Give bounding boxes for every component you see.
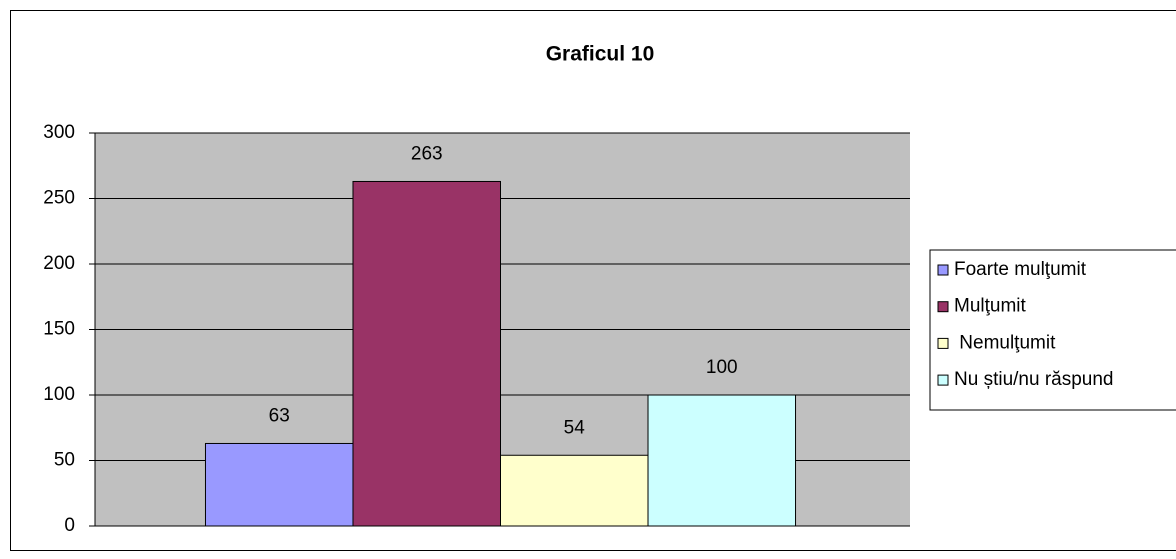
legend-label: Nu știu/nu răspund xyxy=(954,369,1114,390)
data-label: 54 xyxy=(564,417,586,438)
bar xyxy=(500,454,649,527)
legend-swatch xyxy=(937,301,949,313)
legend-swatch xyxy=(937,337,949,349)
data-label: 263 xyxy=(411,143,443,164)
legend-label: Nemulţumit xyxy=(954,332,1056,353)
data-label: 100 xyxy=(706,357,738,378)
legend-box xyxy=(929,249,1176,411)
legend-swatch xyxy=(937,264,949,276)
y-tick-label: 0 xyxy=(64,515,75,536)
legend-swatch xyxy=(937,374,949,386)
bar xyxy=(352,180,501,527)
legend-label: Mulţumit xyxy=(954,296,1027,317)
y-tick-label: 150 xyxy=(43,319,75,340)
y-tick-label: 300 xyxy=(43,122,75,143)
y-tick-label: 100 xyxy=(43,384,75,405)
data-label: 63 xyxy=(269,405,290,426)
bar xyxy=(647,394,797,527)
y-tick-label: 50 xyxy=(54,450,75,471)
chart-title: Graficul 10 xyxy=(546,43,655,66)
y-tick-label: 250 xyxy=(43,188,75,209)
legend-label: Foarte mulţumit xyxy=(954,259,1087,280)
bar xyxy=(204,442,354,527)
y-tick-label: 200 xyxy=(43,253,75,274)
